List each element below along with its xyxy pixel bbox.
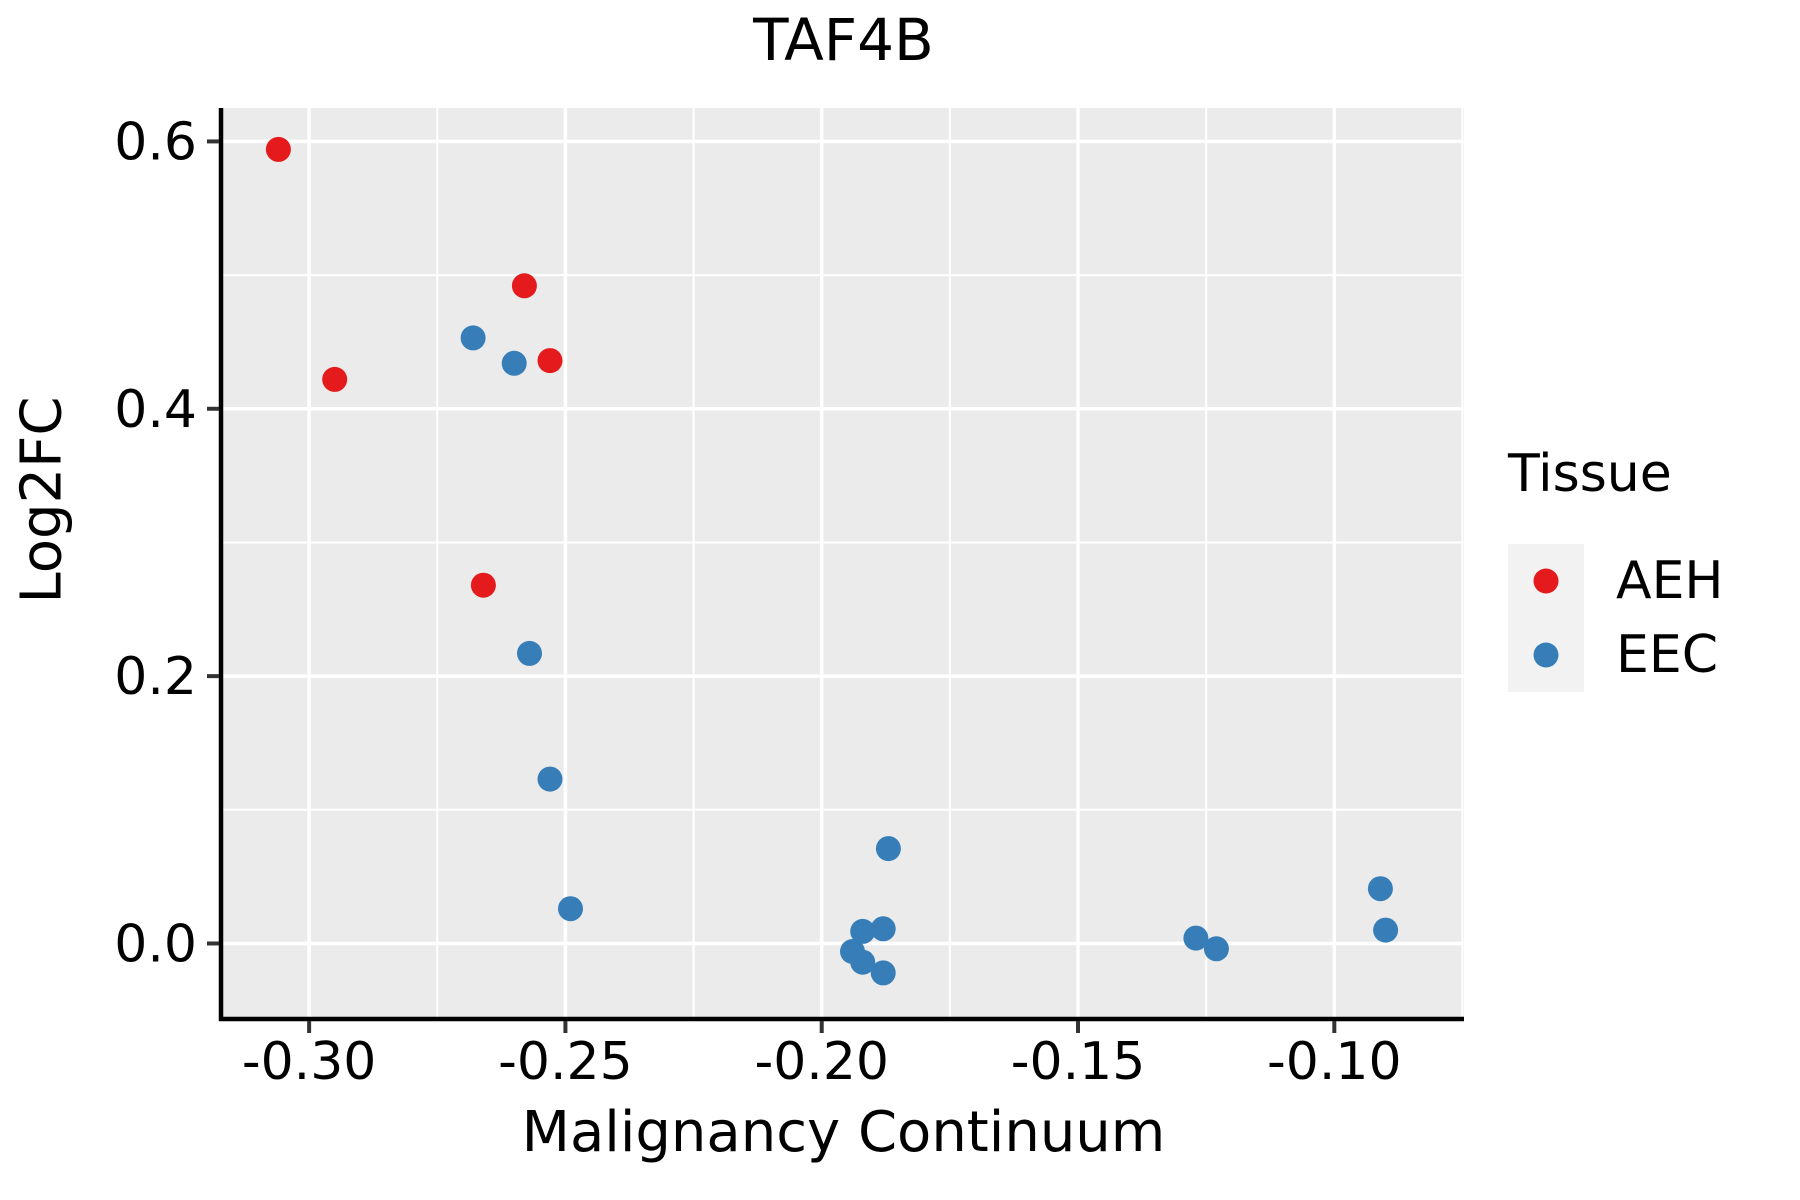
legend-item-aeh: AEH <box>1508 544 1724 618</box>
legend-item-eec: EEC <box>1508 618 1724 692</box>
data-point-eec <box>870 960 896 986</box>
legend-label-aeh: AEH <box>1616 551 1724 611</box>
data-point-aeh <box>470 572 496 598</box>
data-point-eec <box>537 766 563 792</box>
legend-title: Tissue <box>1508 444 1672 504</box>
data-point-eec <box>558 896 583 922</box>
data-point-eec <box>1373 917 1399 943</box>
x-tick-label: -0.10 <box>1267 1032 1402 1092</box>
data-point-eec <box>1203 936 1229 962</box>
chart-title: TAF4B <box>753 6 934 74</box>
y-tick-label: 0.4 <box>114 380 197 440</box>
data-point-aeh <box>537 348 563 374</box>
data-point-eec <box>1183 925 1209 951</box>
legend-key-eec <box>1508 618 1584 692</box>
legend: Tissue AEH EEC <box>1508 444 1724 692</box>
legend-key-aeh <box>1508 544 1584 618</box>
y-tick-label: 0.0 <box>114 914 197 974</box>
y-tick-label: 0.6 <box>114 112 197 172</box>
eec-point-icon <box>1533 642 1559 668</box>
data-point-eec <box>517 640 542 666</box>
x-axis-label: Malignancy Continuum <box>521 1100 1166 1165</box>
data-point-aeh <box>265 136 291 162</box>
data-point-aeh <box>511 273 537 299</box>
data-point-eec <box>875 836 901 862</box>
data-point-eec <box>501 350 527 376</box>
x-tick-label: -0.30 <box>242 1032 377 1092</box>
data-point-eec <box>460 325 486 351</box>
data-point-eec <box>1367 876 1393 902</box>
aeh-point-icon <box>1533 568 1559 594</box>
legend-label-eec: EEC <box>1616 625 1719 685</box>
y-axis-label: Log2FC <box>9 396 75 604</box>
x-tick-label: -0.25 <box>498 1032 633 1092</box>
data-point-eec <box>870 916 896 942</box>
panel-background <box>223 108 1464 1017</box>
x-tick-label: -0.20 <box>754 1032 889 1092</box>
data-point-eec <box>850 918 876 944</box>
data-point-aeh <box>322 366 348 392</box>
data-point-eec <box>850 949 876 975</box>
x-tick-label: -0.15 <box>1011 1032 1146 1092</box>
y-tick-label: 0.2 <box>114 647 197 707</box>
